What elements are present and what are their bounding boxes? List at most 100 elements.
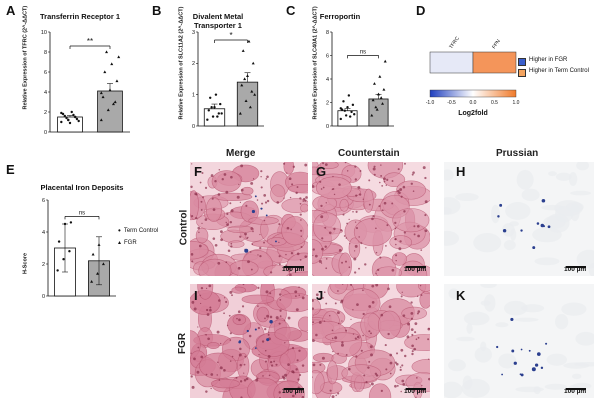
nucleus-dot (199, 181, 202, 184)
nucleus-dot (407, 322, 410, 326)
nucleus-dot (216, 330, 220, 334)
nucleus-dot (340, 229, 343, 232)
data-point (238, 111, 242, 115)
colorbar (429, 89, 517, 98)
nucleus-dot (259, 246, 262, 250)
data-point (97, 243, 101, 246)
data-point (346, 106, 349, 109)
nucleus-dot (375, 272, 377, 275)
data-point (378, 75, 382, 78)
iron-deposit-dot (275, 240, 277, 243)
nucleus-dot (297, 378, 300, 381)
nucleus-dot (416, 312, 419, 315)
iron-deposit-dot (532, 246, 536, 250)
nucleus-dot (371, 284, 375, 288)
nucleus-dot (204, 186, 208, 189)
nucleus-dot (275, 316, 279, 320)
nucleus-dot (401, 291, 403, 293)
tissue-villus (392, 208, 430, 233)
nucleus-dot (209, 306, 212, 309)
nucleus-dot (322, 186, 325, 189)
nucleus-dot (372, 167, 376, 171)
row-header-control: Control (178, 209, 190, 246)
tissue-villus (227, 225, 254, 234)
data-point (214, 93, 218, 96)
nucleus-dot (337, 352, 339, 355)
nucleus-dot (304, 255, 308, 259)
nucleus-dot (194, 169, 198, 172)
panel-letter-i: I (194, 288, 198, 303)
nucleus-dot (345, 354, 348, 356)
nucleus-dot (264, 328, 267, 331)
nucleus-dot (412, 171, 415, 174)
nucleus-dot (291, 394, 295, 398)
nucleus-dot (298, 294, 300, 296)
nucleus-dot (375, 284, 379, 287)
nucleus-dot (269, 315, 273, 319)
legend-label: Term Control (123, 228, 159, 234)
nucleus-dot (226, 324, 229, 327)
tissue-villus (378, 310, 402, 340)
significance-label: * (229, 31, 232, 40)
nucleus-dot (375, 251, 378, 254)
nucleus-dot (329, 389, 332, 392)
data-point (374, 105, 378, 109)
data-point (375, 107, 379, 111)
nucleus-dot (269, 292, 272, 295)
data-point (111, 102, 115, 106)
nucleus-dot (355, 194, 358, 197)
iron-deposit-dot (502, 229, 507, 233)
tissue-villus (312, 166, 322, 175)
tissue-villus (198, 258, 232, 276)
y-tick-label: 4 (42, 230, 45, 236)
nucleus-dot (391, 268, 395, 272)
nucleus-dot (373, 165, 376, 168)
nucleus-dot (223, 173, 227, 176)
nucleus-dot (191, 260, 194, 263)
data-point (241, 49, 245, 52)
iron-deposit-dot (497, 215, 500, 218)
tissue-villus (287, 271, 308, 276)
nucleus-dot (345, 329, 348, 332)
nucleus-dot (312, 321, 315, 324)
nucleus-dot (230, 242, 233, 245)
nucleus-dot (217, 261, 221, 265)
tissue-villus (212, 192, 253, 201)
nucleus-dot (344, 162, 347, 164)
micrograph-merge-fgr (190, 284, 308, 398)
iron-deposit-dot (254, 328, 257, 331)
nucleus-dot (284, 319, 286, 322)
panel-letter-c: C (286, 3, 296, 18)
y-axis-label-e: H-Score (22, 252, 29, 275)
nucleus-dot (315, 333, 318, 337)
nucleus-dot (346, 222, 349, 225)
nucleus-dot (394, 227, 397, 230)
nucleus-dot (364, 263, 367, 266)
nucleus-dot (301, 296, 305, 300)
data-point (377, 92, 380, 96)
nucleus-dot (396, 362, 399, 366)
nucleus-dot (208, 284, 212, 288)
nucleus-dot (411, 350, 414, 353)
data-point (213, 106, 216, 109)
nucleus-dot (341, 341, 344, 344)
tissue-villus (190, 240, 209, 260)
y-tick-label: 2 (192, 61, 195, 67)
nucleus-dot (365, 381, 368, 384)
iron-deposit-dot (246, 329, 249, 333)
panel-letter-b: B (152, 3, 162, 18)
nucleus-dot (410, 317, 414, 320)
nucleus-dot (416, 224, 420, 228)
iron-deposit-dot (536, 352, 541, 356)
nucleus-dot (399, 240, 402, 243)
tissue-villus (279, 347, 308, 374)
nucleus-dot (229, 290, 233, 294)
nucleus-dot (218, 168, 221, 171)
data-point (68, 121, 72, 125)
data-point (250, 89, 254, 93)
data-point (75, 117, 79, 121)
iron-deposit-dot (536, 222, 540, 225)
nucleus-dot (236, 317, 238, 320)
iron-deposit-dot (254, 347, 257, 349)
nucleus-dot (428, 377, 430, 381)
